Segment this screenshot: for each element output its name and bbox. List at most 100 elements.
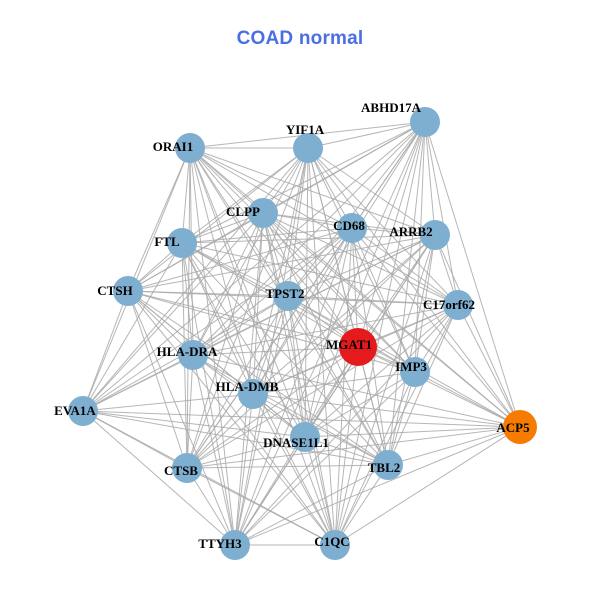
graph-edge [252,346,359,395]
graph-edge [457,304,521,428]
graph-node-mgat1[interactable] [339,328,377,366]
graph-edge [186,467,336,546]
graph-edge [234,227,353,546]
graph-node-hla-dra[interactable] [178,340,208,370]
graph-edge [189,147,359,348]
graph-node-yif1a[interactable] [293,133,323,163]
graph-edge [252,393,336,546]
graph-edge [234,464,389,546]
graph-node-ftl[interactable] [167,228,197,258]
graph-edge [252,371,416,395]
graph-edge [127,212,264,292]
graph-edge [181,242,306,438]
graph-edge [304,304,459,438]
graph-node-ttyh3[interactable] [220,530,250,560]
graph-edge [307,147,521,428]
graph-edge [334,121,426,546]
graph-edge [82,212,264,412]
graph-edge [307,147,436,236]
graph-node-ctsb[interactable] [172,453,202,483]
graph-edge [181,242,194,356]
graph-edge [186,304,459,469]
graph-edge [181,234,436,244]
graph-edge [287,227,353,297]
graph-edge [189,147,436,236]
graph-edge [262,212,459,306]
graph-node-dnase1l1[interactable] [290,422,320,452]
graph-edge [262,212,359,348]
graph-node-c17orf62[interactable] [443,290,473,320]
figure-title: COAD normal [236,28,364,49]
graph-edge [186,234,436,469]
edge-layer [82,121,521,546]
graph-node-ctsh[interactable] [113,276,143,306]
graph-edge [304,371,416,438]
graph-edge [189,147,306,438]
graph-edge [181,147,309,244]
graph-edge [186,426,521,469]
graph-node-eva1a[interactable] [68,396,98,426]
graph-edge [127,147,309,292]
graph-edge [287,121,426,297]
node-layer [68,107,537,560]
graph-edge [262,212,353,229]
graph-edge [82,242,183,412]
graph-edge [181,242,459,306]
graph-edge [424,121,521,428]
graph-edge [127,290,188,469]
graph-node-orai1[interactable] [175,133,205,163]
graph-edge [287,295,521,428]
graph-edge [186,467,236,546]
graph-edge [387,426,521,466]
graph-edge [351,227,459,306]
graph-edge [307,121,426,149]
graph-edge [287,295,459,306]
graph-edge [357,346,389,466]
graph-edge [192,354,521,428]
graph-edge [127,147,191,292]
graph-edge [181,121,426,244]
graph-edge [82,410,236,546]
graph-edge [186,295,289,469]
graph-edge [252,234,436,395]
graph-edge [82,121,426,412]
graph-edge [82,147,309,412]
graph-edge [387,371,416,466]
graph-edge [304,436,336,546]
graph-edge [287,295,336,546]
graph-edge [186,436,306,469]
graph-edge [252,227,353,395]
graph-edge [234,426,521,546]
graph-edge [434,234,521,428]
graph-edge [351,227,416,373]
graph-edge [351,227,521,428]
graph-edge [304,227,353,438]
graph-node-imp3[interactable] [400,357,430,387]
graph-edge [82,290,129,412]
graph-node-tbl2[interactable] [373,450,403,480]
graph-node-hla-dmb[interactable] [238,379,268,409]
graph-edge [252,393,389,466]
graph-node-cd68[interactable] [337,213,367,243]
graph-node-c1qc[interactable] [320,530,350,560]
graph-node-clpp[interactable] [248,198,278,228]
graph-node-acp5[interactable] [503,410,537,444]
graph-edge [189,147,416,373]
graph-edge [234,147,309,546]
graph-edge [252,393,521,428]
graph-edge [189,147,336,546]
graph-edge [351,227,359,348]
graph-edge [234,212,264,546]
graph-edge [192,346,359,356]
graph-edge [127,290,359,348]
graph-edge [127,290,236,546]
graph-edge [234,371,416,546]
graph-edge [186,393,254,469]
graph-node-arrb2[interactable] [420,220,450,250]
graph-node-tpst2[interactable] [273,281,303,311]
graph-edge [82,410,306,438]
graph-edge [424,121,436,236]
graph-node-abhd17a[interactable] [410,107,440,137]
